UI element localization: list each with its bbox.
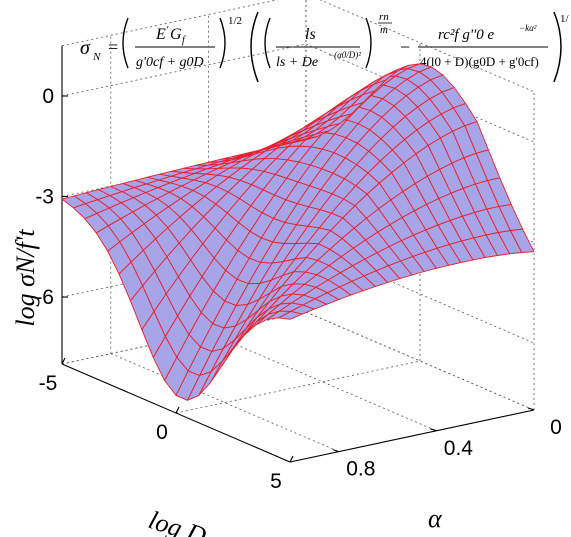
y-axis-label: α	[428, 504, 443, 533]
eq-paren-3-left	[264, 17, 271, 69]
eq-exp-2-num: rn	[379, 11, 389, 23]
y-tick-label: 0.8	[346, 458, 375, 481]
eq-f2-den: ls + De	[276, 55, 318, 70]
eq-f1-num-e: E	[155, 26, 166, 43]
eq-f1-num-g: G	[170, 26, 182, 43]
z-axis-label-text: log σN/f't	[11, 229, 40, 327]
eq-f1-den: g'0cf + g0D	[136, 55, 204, 70]
x-tick-label: -5	[39, 372, 58, 395]
eq-f3-num-exp: −kα²	[519, 23, 537, 33]
eq-f1-num-gsub: f	[182, 35, 186, 46]
y-tick-label: 0	[550, 416, 562, 439]
gridline-x-floor	[61, 311, 307, 365]
gridline-z-left-wall	[61, 244, 307, 298]
gridline-y-floor	[208, 332, 437, 432]
y-tick-mark	[527, 407, 535, 411]
eq-lhs: σ	[80, 37, 91, 59]
eq-f3-num: rc²f g''0 e	[438, 27, 495, 43]
z-axis-label: log σN/f't	[11, 229, 40, 327]
y-axis-line	[289, 409, 535, 463]
gridline-z-left-wall	[61, 43, 307, 97]
eq-exp-2-den: m	[380, 24, 388, 36]
axis-lines	[61, 45, 535, 463]
surface-mesh	[61, 63, 535, 401]
gridline-x-floor	[175, 360, 421, 414]
x-tick-mark	[175, 406, 180, 414]
eq-equals: =	[108, 37, 118, 57]
gridline-z-right-wall	[319, 0, 535, 93]
z-tick-label: -3	[35, 186, 54, 209]
z-tick-label: 0	[42, 85, 54, 108]
y-tick-label: 0.4	[444, 437, 474, 460]
eq-exp-3: 1/	[560, 13, 570, 25]
x-tick-label: 0	[156, 421, 168, 444]
y-tick-mark	[430, 428, 437, 432]
eq-f2-den-exp: −(α0/D)²	[328, 50, 361, 60]
y-tick-mark	[332, 449, 339, 453]
eq-f3-den: 4(l0 + D)(g0D + g'0cf)	[420, 54, 539, 69]
eq-minus: −	[400, 37, 410, 57]
surface-plot: 0 -3 -6 -5 0 5 0 0.4 0.8	[35, 0, 562, 493]
x-axis-label: log D	[145, 505, 210, 537]
eq-f1-num-prime: '	[166, 24, 169, 36]
eq-paren-1-right	[219, 17, 226, 69]
surface-cell	[293, 136, 318, 143]
eq-paren-1-left	[122, 17, 129, 69]
eq-paren-2-left	[250, 11, 259, 83]
gridline-y-floor	[305, 311, 535, 411]
eq-paren-3-right	[365, 17, 372, 69]
x-tick-mark	[61, 357, 66, 365]
tick-labels: 0 -3 -6 -5 0 5 0 0.4 0.8	[35, 85, 562, 493]
z-tick-label: -6	[35, 286, 54, 309]
gridline-z-left-wall	[61, 0, 279, 47]
axis-gridlines	[61, 0, 535, 463]
eq-paren-2-right	[553, 11, 562, 83]
x-tick-mark	[289, 455, 294, 463]
eq-lhs-sub: N	[92, 51, 101, 63]
eq-f2-num: ls	[305, 26, 316, 43]
gridline-y-floor	[110, 353, 339, 452]
eq-exp-1: 1/2	[228, 15, 242, 27]
gridline-z-left-wall	[61, 144, 307, 197]
equation: σ N = E ' G f g'0cf + g0D 1/2 ls ls + De…	[80, 11, 570, 83]
x-tick-label: 5	[270, 470, 282, 493]
gridline-z-right-wall	[305, 43, 535, 143]
